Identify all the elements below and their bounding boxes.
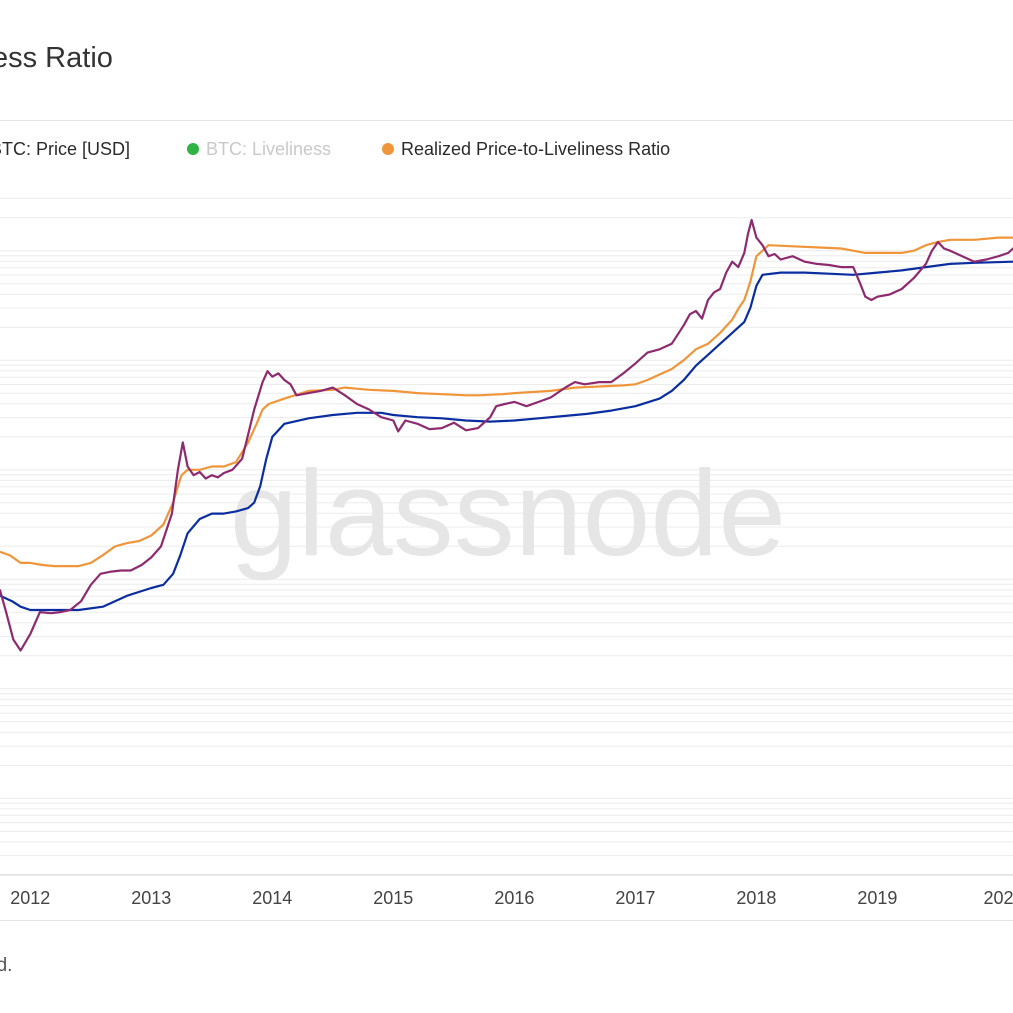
header-divider [0,120,1013,121]
x-tick-labels: 2012 2013 2014 2015 2016 2017 2018 2019 202 [10,888,1013,908]
legend-label-rplr: Realized Price-to-Liveliness Ratio [401,139,671,159]
series-line-realized-price [0,260,1013,612]
x-tick-label: 2018 [736,888,776,908]
series-line-realized-price-to-liveliness-ratio [0,236,1013,568]
watermark-text: glassnode [230,445,786,581]
x-tick-label: 2013 [131,888,171,908]
legend-label-btc-liveliness: BTC: Liveliness [206,139,332,159]
x-tick-label: 2015 [373,888,413,908]
legend-dot-liveliness-icon [187,143,199,155]
legend-dot-rplr-icon [382,143,394,155]
series-line-btc-price-usd [0,218,1013,652]
x-tick-label: 202 [983,888,1013,908]
x-tick-label: 2016 [494,888,534,908]
chart: glassnode 2012 2013 2014 2015 2016 2017 2018 20… [0,198,1013,908]
legend-label-btc-price: BTC: Price [USD] [0,139,131,159]
x-tick-label: 2012 [10,888,50,908]
footer-note: ed. [0,955,13,976]
x-tick-label: 2019 [857,888,897,908]
x-tick-label: 2014 [252,888,292,908]
footer-divider [0,920,1013,921]
chart-title: ess Ratio [0,42,113,74]
x-tick-label: 2017 [615,888,655,908]
series-lines [0,218,1013,652]
